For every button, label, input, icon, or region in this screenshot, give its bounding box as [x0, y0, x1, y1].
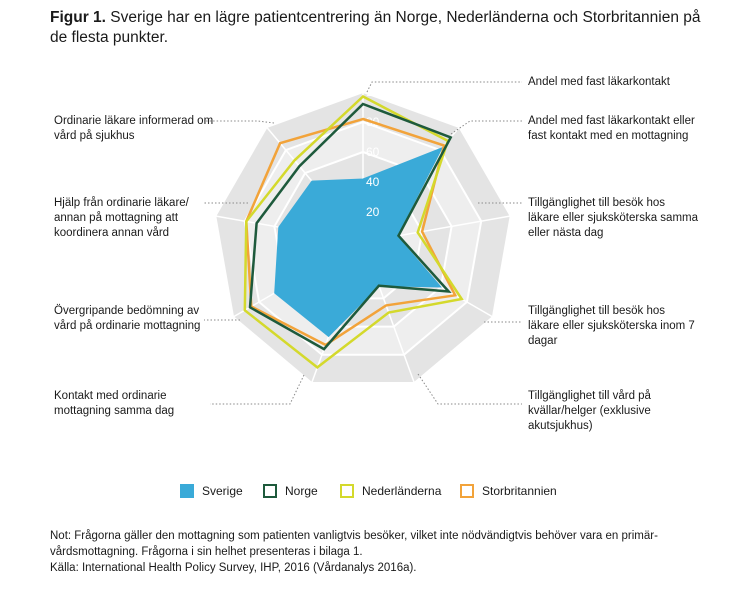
figure-number: Figur 1. — [50, 9, 106, 26]
tick-label-100: 100 — [366, 85, 386, 99]
source-line: Källa: International Health Policy Surve… — [50, 562, 417, 574]
figure-title-text: Sverige har en lägre patientcentrering ä… — [50, 9, 701, 46]
axis-label-informerad-sjukhus: Ordinarie läkare informerad om vård på s… — [54, 115, 214, 142]
axis-label-fast-kontakt-mottagning: Andel med fast läkarkontakt eller fast k… — [528, 115, 695, 142]
note-line-2: vårdsmottagning. Frågorna i sin helhet p… — [50, 546, 363, 558]
series-sverige-area — [274, 146, 444, 338]
tick-label-60: 60 — [366, 145, 380, 159]
axis-label-tillganglighet-7-dagar: Tillgänglighet till besök hos läkare ell… — [528, 305, 695, 347]
series-nederlanderna-line — [243, 94, 464, 369]
legend-swatch-nederlanderna — [340, 484, 354, 498]
legend-label-storbritannien: Storbritannien — [482, 484, 557, 498]
axis-label-kvallar-helger: Tillgänglighet till vård på kvällar/helg… — [528, 390, 651, 432]
tick-label-20: 20 — [366, 205, 380, 219]
legend: Sverige Norge Nederländerna Storbritanni… — [0, 484, 750, 504]
legend-label-norge: Norge — [285, 484, 318, 498]
leader-line-9 — [204, 120, 275, 124]
note-line-1: Not: Frågorna gäller den mottagning som … — [50, 530, 658, 542]
leader-line-5 — [417, 373, 522, 405]
figure-title: Figur 1. Sverige har en lägre patientcen… — [50, 8, 710, 48]
legend-label-sverige: Sverige — [202, 484, 243, 498]
legend-item-storbritannien: Storbritannien — [460, 484, 557, 498]
legend-item-nederlanderna: Nederländerna — [340, 484, 441, 498]
legend-swatch-norge — [263, 484, 277, 498]
legend-item-sverige: Sverige — [180, 484, 243, 498]
axis-label-overgripande-bedomning: Övergripande bedömning av vård på ordina… — [54, 305, 201, 332]
leader-line-2 — [450, 120, 522, 135]
axis-label-tillganglighet-samma-dag: Tillgänglighet till besök hos läkare ell… — [528, 197, 699, 239]
axis-label-kontakt-samma-dag: Kontakt med ordinarie mottagning samma d… — [54, 390, 175, 417]
series-norge-line — [248, 102, 453, 351]
figure-note: Not: Frågorna gäller den mottagning som … — [50, 528, 720, 576]
leader-line-1 — [366, 81, 522, 93]
axis-label-koordinera-vard: Hjälp från ordinarie läkare/ annan på mo… — [54, 197, 189, 239]
tick-label-40: 40 — [366, 175, 380, 189]
legend-swatch-sverige — [180, 484, 194, 498]
legend-swatch-storbritannien — [460, 484, 474, 498]
legend-item-norge: Norge — [263, 484, 318, 498]
legend-label-nederlanderna: Nederländerna — [362, 484, 442, 498]
leader-line-6 — [210, 374, 305, 405]
axis-label-fast-lakarkontakt: Andel med fast läkarkontakt — [528, 76, 670, 88]
